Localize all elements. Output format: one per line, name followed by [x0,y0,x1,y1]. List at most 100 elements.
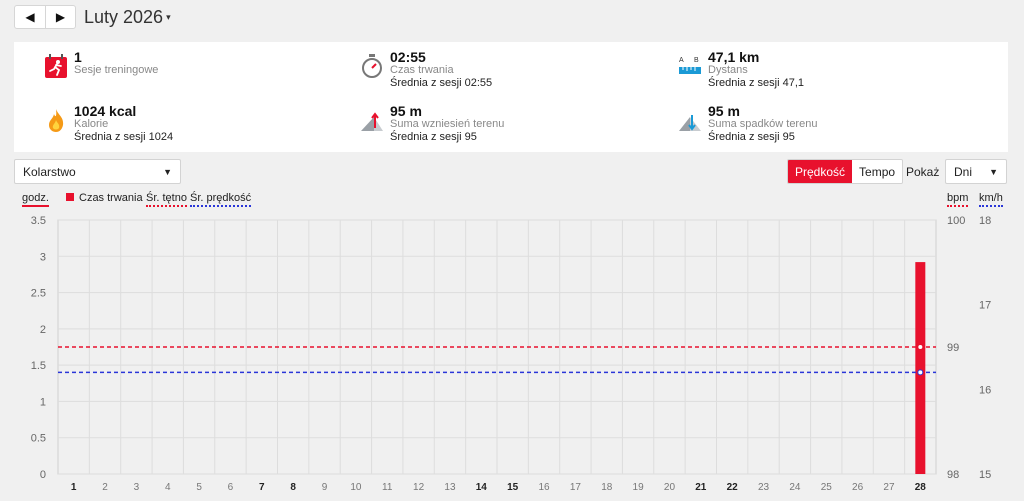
arrow-right-icon: ▶ [55,10,66,24]
left-axis-tick-label: 2.5 [31,288,46,300]
x-axis-tick-label: 11 [382,482,393,493]
x-axis-tick-label: 8 [290,482,296,493]
period-select[interactable]: Dni ▼ [945,159,1007,184]
descent-value: 95 m [708,103,740,119]
x-axis-tick-label: 6 [228,482,234,493]
duration-label: Czas trwania [390,64,454,76]
x-axis-tick-label: 3 [134,482,140,493]
x-axis-tick-label: 5 [196,482,202,493]
x-axis-tick-label: 27 [883,482,895,493]
left-axis-tick-label: 0 [40,469,46,481]
stat-calories: 1024 kcal Kalorie Średnia z sesji 1024 [44,103,324,143]
legend-duration-label: Czas trwania [79,192,143,204]
descent-average: Średnia z sesji 95 [708,131,795,143]
legend-duration[interactable]: Czas trwania [66,192,143,204]
sport-select-value: Kolarstwo [23,164,76,179]
x-axis-tick-label: 25 [821,482,833,493]
duration-value: 02:55 [390,49,426,65]
descent-icon [679,115,701,131]
distance-average: Średnia z sesji 47,1 [708,77,804,89]
avg-speed-point [917,369,924,376]
x-axis-tick-label: 1 [71,482,77,493]
x-axis-tick-label: 19 [633,482,645,493]
chevron-down-icon: ▾ [166,11,171,22]
left-axis-tick-label: 1.5 [31,360,46,372]
ruler-label-a: A [679,57,684,64]
x-axis-tick-label: 15 [507,482,519,493]
stat-distance: A B 47,1 km Dystans Średnia z sesji 47,1 [678,49,958,89]
stat-descent: 95 m Suma spadków terenu Średnia z sesji… [678,103,958,143]
legend-avg-hr[interactable]: Śr. tętno [146,192,187,207]
speed-button[interactable]: Prędkość [788,160,853,183]
ruler-ab-icon: A B [679,57,701,74]
dropdown-arrow-icon: ▼ [163,167,172,177]
stopwatch-icon [362,54,382,78]
x-axis-tick-label: 20 [664,482,676,493]
period-select-value: Dni [954,164,973,179]
left-axis-tick-label: 3.5 [31,215,46,227]
ascent-label: Suma wzniesień terenu [390,118,505,130]
month-label: Luty 2026 [84,6,164,27]
sessions-label: Sesje treningowe [74,64,159,76]
stat-sessions: 1 Sesje treningowe [44,49,324,89]
bpm-axis-tick-label: 98 [947,469,959,481]
kmh-axis-tick-label: 17 [979,300,991,312]
show-label: Pokaż [906,165,940,179]
sport-select[interactable]: Kolarstwo ▼ [14,159,181,184]
descent-label: Suma spadków terenu [708,118,818,130]
x-axis-tick-label: 16 [538,482,550,493]
distance-label: Dystans [708,64,748,76]
legend-avg-speed[interactable]: Śr. prędkość [190,192,252,207]
left-axis-tick-label: 3 [40,251,46,263]
month-arrows: ◀ ▶ [14,5,76,29]
stat-duration: 02:55 Czas trwania Średnia z sesji 02:55 [360,49,640,89]
stat-ascent: 95 m Suma wzniesień terenu Średnia z ses… [360,103,640,143]
left-axis-tick-label: 2 [40,324,46,336]
ascent-icon [361,112,383,131]
x-axis-tick-label: 7 [259,482,265,493]
calories-average: Średnia z sesji 1024 [74,131,174,143]
left-axis-tick-label: 0.5 [31,433,46,445]
x-axis-tick-label: 13 [444,482,456,493]
x-axis-tick-label: 4 [165,482,171,493]
dropdown-arrow-icon: ▼ [989,167,998,177]
pace-button[interactable]: Tempo [852,160,903,183]
next-month-button[interactable]: ▶ [45,6,75,28]
ascent-average: Średnia z sesji 95 [390,131,477,143]
x-axis-tick-label: 23 [758,482,770,493]
x-axis-tick-label: 22 [727,482,739,493]
duration-average: Średnia z sesji 02:55 [390,77,493,89]
kmh-axis-tick-label: 16 [979,384,991,396]
sessions-value: 1 [74,49,82,65]
calories-value: 1024 kcal [74,103,137,119]
x-axis-tick-label: 21 [695,482,707,493]
legend-square-icon [66,193,74,201]
left-axis-tick-label: 1 [40,396,46,408]
legend-kmh-axis: km/h [979,192,1003,207]
month-navigation: ◀ ▶ Luty 2026 ▾ [14,4,171,30]
prev-month-button[interactable]: ◀ [15,6,45,28]
running-calendar-icon [45,54,67,78]
flame-icon [49,109,64,132]
summary-panel: 1 Sesje treningowe 02:55 Czas trwania Śr… [14,42,1008,152]
x-axis-tick-label: 26 [852,482,864,493]
x-axis-tick-label: 18 [601,482,613,493]
distance-value: 47,1 km [708,49,760,65]
x-axis-tick-label: 28 [915,482,927,493]
legend-bpm-axis: bpm [947,192,969,207]
kmh-axis-tick-label: 15 [979,469,991,481]
ascent-value: 95 m [390,103,422,119]
x-axis-tick-label: 24 [789,482,801,493]
x-axis-tick-label: 17 [570,482,582,493]
x-axis-tick-label: 10 [350,482,362,493]
bpm-axis-tick-label: 99 [947,342,959,354]
month-selector[interactable]: Luty 2026 ▾ [84,7,171,28]
bpm-axis-tick-label: 100 [947,215,965,227]
calories-label: Kalorie [74,118,109,130]
duration-bar [915,262,926,474]
x-axis-tick-label: 12 [413,482,425,493]
legend-hours-axis: godz. [22,192,49,207]
avg-hr-point [917,344,924,350]
x-axis-tick-label: 14 [476,482,488,493]
